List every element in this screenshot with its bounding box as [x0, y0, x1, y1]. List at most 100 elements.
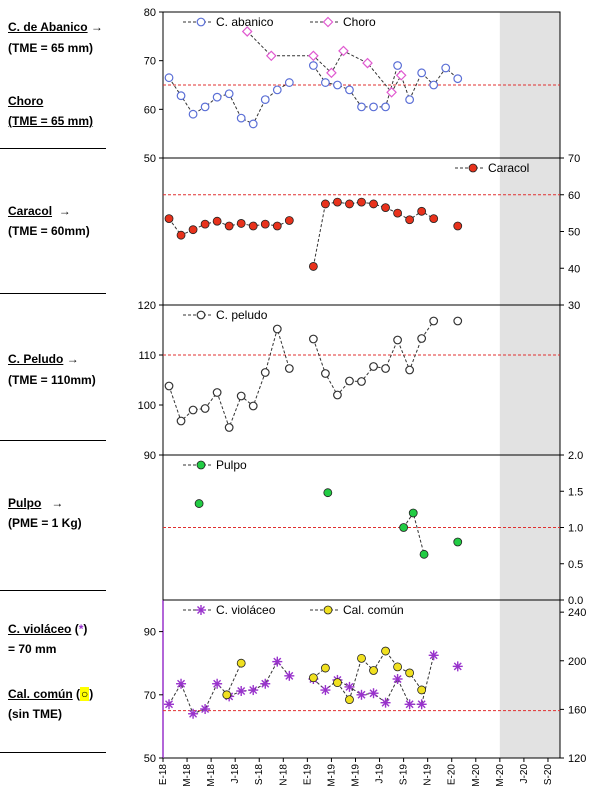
- data-point-C. peludo: [272, 324, 282, 334]
- ytick-label-left: 60: [144, 104, 156, 116]
- data-point-Caracol: [224, 221, 234, 231]
- xtick-label: M-20: [471, 764, 482, 787]
- pulpo-name: Pulpo: [8, 496, 42, 510]
- data-point-C. peludo: [212, 388, 222, 397]
- series-line-Caracol: [312, 201, 434, 267]
- legend-marker: [196, 460, 206, 470]
- ytick-label-right: 30: [568, 300, 580, 312]
- caracol-arrow: →: [58, 204, 71, 218]
- data-point-Caracol: [429, 214, 439, 224]
- data-point-C. peludo: [429, 316, 439, 326]
- data-point-C. abanico: [188, 109, 198, 119]
- legend-label-C. abanico: C. abanico: [216, 15, 274, 29]
- legend-marker: [196, 310, 206, 320]
- separator-4: [0, 590, 106, 591]
- ytick-label-right: 240: [568, 607, 586, 619]
- data-point-C. abanico: [369, 102, 378, 112]
- data-point-Cal. común: [417, 685, 427, 695]
- violaceo-name: C. violáceo: [8, 622, 72, 636]
- ytick-label-right: 0.5: [568, 559, 583, 571]
- data-point-C. abanico: [345, 85, 354, 95]
- ytick-label-left: 110: [138, 350, 156, 362]
- xtick-label: N-19: [423, 764, 434, 786]
- data-point-C. violáceo: [188, 708, 199, 719]
- data-point-Caracol: [272, 221, 282, 231]
- data-point-Caracol: [284, 216, 294, 225]
- data-point-Caracol: [212, 216, 222, 226]
- data-point-Cal. común: [357, 653, 366, 663]
- ytick-label-right: 0.0: [568, 595, 583, 607]
- data-point-C. abanico: [381, 102, 390, 112]
- xtick-label: J-18: [230, 764, 241, 784]
- xtick-label: M-20: [495, 764, 506, 787]
- data-point-C. abanico: [393, 61, 402, 70]
- data-point-C. violáceo: [368, 688, 379, 699]
- legend-marker: [196, 605, 206, 615]
- legend-label-Choro: Choro: [343, 15, 376, 29]
- data-point-C. peludo: [369, 362, 378, 371]
- series-line-C. peludo: [312, 320, 435, 396]
- violaceo-label: C. violáceo (*): [8, 622, 88, 636]
- violaceo-tme: = 70 mm: [8, 642, 57, 656]
- legend-label-Caracol: Caracol: [488, 161, 529, 175]
- data-point-C. peludo: [260, 368, 270, 377]
- data-point-C. peludo: [308, 334, 318, 344]
- ytick-label-left: 120: [138, 300, 156, 312]
- data-point-Choro: [326, 67, 337, 79]
- data-point-C. abanico: [224, 89, 234, 99]
- data-point-C. peludo: [176, 416, 186, 426]
- abanico-name: C. de Abanico: [8, 20, 88, 34]
- data-point-C. abanico: [236, 113, 246, 123]
- xtick-label: N-18: [278, 764, 289, 786]
- series-line-Pulpo: [403, 511, 425, 555]
- data-point-Caracol: [308, 262, 318, 271]
- data-point-C. peludo: [333, 390, 342, 400]
- plot-frame: [162, 11, 561, 759]
- data-point-C. violáceo: [260, 678, 271, 689]
- ytick-label-right: 70: [568, 153, 580, 165]
- data-point-C. abanico: [164, 73, 174, 83]
- ytick-label-right: 160: [568, 704, 586, 716]
- calcomun-mark: ○: [80, 687, 90, 701]
- calcomun-tme: (sin TME): [8, 707, 62, 721]
- data-point-C. abanico: [260, 95, 270, 104]
- data-point-C. violáceo: [428, 650, 439, 661]
- separator-5: [0, 752, 106, 753]
- data-point-C. abanico: [308, 61, 318, 70]
- ytick-label-right: 50: [568, 227, 580, 239]
- data-point-C. violáceo: [416, 699, 427, 710]
- ytick-label-left: 50: [144, 753, 156, 765]
- ytick-label-left: 100: [138, 400, 156, 412]
- data-point-C. abanico: [248, 119, 258, 129]
- data-point-C. violáceo: [236, 686, 247, 697]
- data-point-Cal. común: [333, 678, 342, 688]
- data-point-C. peludo: [417, 334, 427, 343]
- data-point-C. abanico: [176, 91, 186, 101]
- data-point-Cal. común: [393, 662, 402, 672]
- data-point-C. abanico: [321, 78, 330, 87]
- ytick-label-left: 90: [144, 450, 156, 462]
- data-point-C. peludo: [357, 377, 366, 386]
- data-point-Cal. común: [381, 646, 390, 656]
- data-point-C. abanico: [357, 102, 366, 112]
- data-point-Cal. común: [405, 668, 415, 678]
- abanico-arrow: →: [90, 20, 103, 34]
- legend-label-Pulpo: Pulpo: [216, 458, 247, 472]
- data-point-C. violáceo: [212, 678, 223, 689]
- pulpo-pme: (PME = 1 Kg): [8, 516, 82, 530]
- choro-name: Choro: [8, 94, 44, 108]
- data-point-C. violáceo: [356, 689, 367, 700]
- data-point-Caracol: [417, 206, 427, 216]
- xtick-label: J-20: [519, 764, 530, 784]
- caracol-name: Caracol: [8, 204, 53, 218]
- calcomun-label: Cal. común (○): [8, 687, 94, 701]
- data-point-C. abanico: [441, 63, 451, 73]
- peludo-name: C. Peludo: [8, 352, 64, 366]
- data-point-Caracol: [393, 208, 402, 218]
- calcomun-name: Cal. común: [8, 687, 73, 701]
- ytick-label-right: 1.0: [568, 523, 583, 535]
- legend-marker: [196, 17, 206, 27]
- data-point-Choro: [362, 57, 373, 69]
- data-point-Cal. común: [308, 673, 318, 683]
- abanico-label: C. de Abanico →: [8, 19, 103, 35]
